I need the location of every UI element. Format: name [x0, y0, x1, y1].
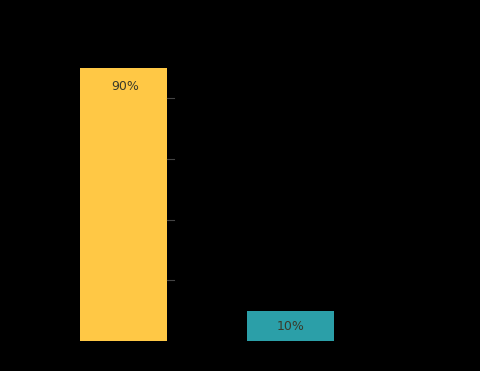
Bar [80, 68, 167, 341]
Text: 10%: 10% [277, 319, 305, 333]
Bar [247, 311, 335, 341]
Text: 90%: 90% [112, 80, 140, 93]
